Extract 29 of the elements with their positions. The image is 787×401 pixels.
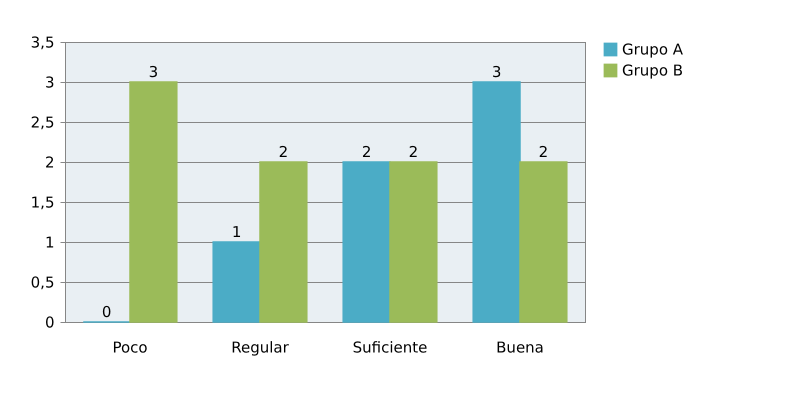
data-label: 3 (148, 63, 158, 81)
y-tick-label: 3 (44, 74, 54, 92)
y-tick-label: 1 (44, 234, 54, 252)
y-tick-label: 3,5 (30, 34, 54, 52)
bar (342, 161, 391, 323)
bar (389, 161, 438, 323)
bar (472, 81, 521, 323)
y-tick-label: 1,5 (30, 194, 54, 212)
legend-label: Grupo B (622, 62, 684, 80)
y-tick-label: 2 (44, 154, 54, 172)
x-tick-label: Poco (112, 338, 148, 356)
y-tick-label: 0 (44, 314, 54, 332)
data-label: 2 (538, 143, 548, 161)
bar (212, 241, 261, 323)
data-label: 0 (102, 303, 112, 321)
data-label: 1 (232, 223, 242, 241)
x-tick-label: Buena (496, 338, 544, 356)
data-label: 2 (278, 143, 288, 161)
y-tick-label: 0,5 (30, 274, 54, 292)
x-tick-label: Suficiente (352, 338, 428, 356)
legend-label: Grupo A (622, 40, 684, 58)
x-tick-label: Regular (231, 338, 290, 356)
data-label: 3 (492, 63, 502, 81)
data-label: 2 (408, 143, 418, 161)
bar (259, 161, 308, 323)
bar (519, 161, 568, 323)
y-tick-label: 2,5 (30, 114, 54, 132)
bar (129, 81, 178, 323)
data-label: 2 (362, 143, 372, 161)
